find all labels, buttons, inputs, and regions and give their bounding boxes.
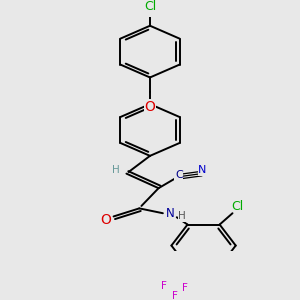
- Text: F: F: [182, 283, 188, 292]
- Text: N: N: [198, 165, 207, 176]
- Text: Cl: Cl: [232, 200, 244, 213]
- Text: C: C: [175, 170, 183, 180]
- Text: Cl: Cl: [144, 0, 156, 13]
- Text: H: H: [178, 212, 186, 221]
- Text: N: N: [166, 207, 175, 220]
- Text: F: F: [172, 291, 178, 300]
- Text: F: F: [161, 281, 167, 291]
- Text: O: O: [100, 213, 112, 227]
- Text: H: H: [112, 165, 120, 175]
- Text: O: O: [145, 100, 155, 114]
